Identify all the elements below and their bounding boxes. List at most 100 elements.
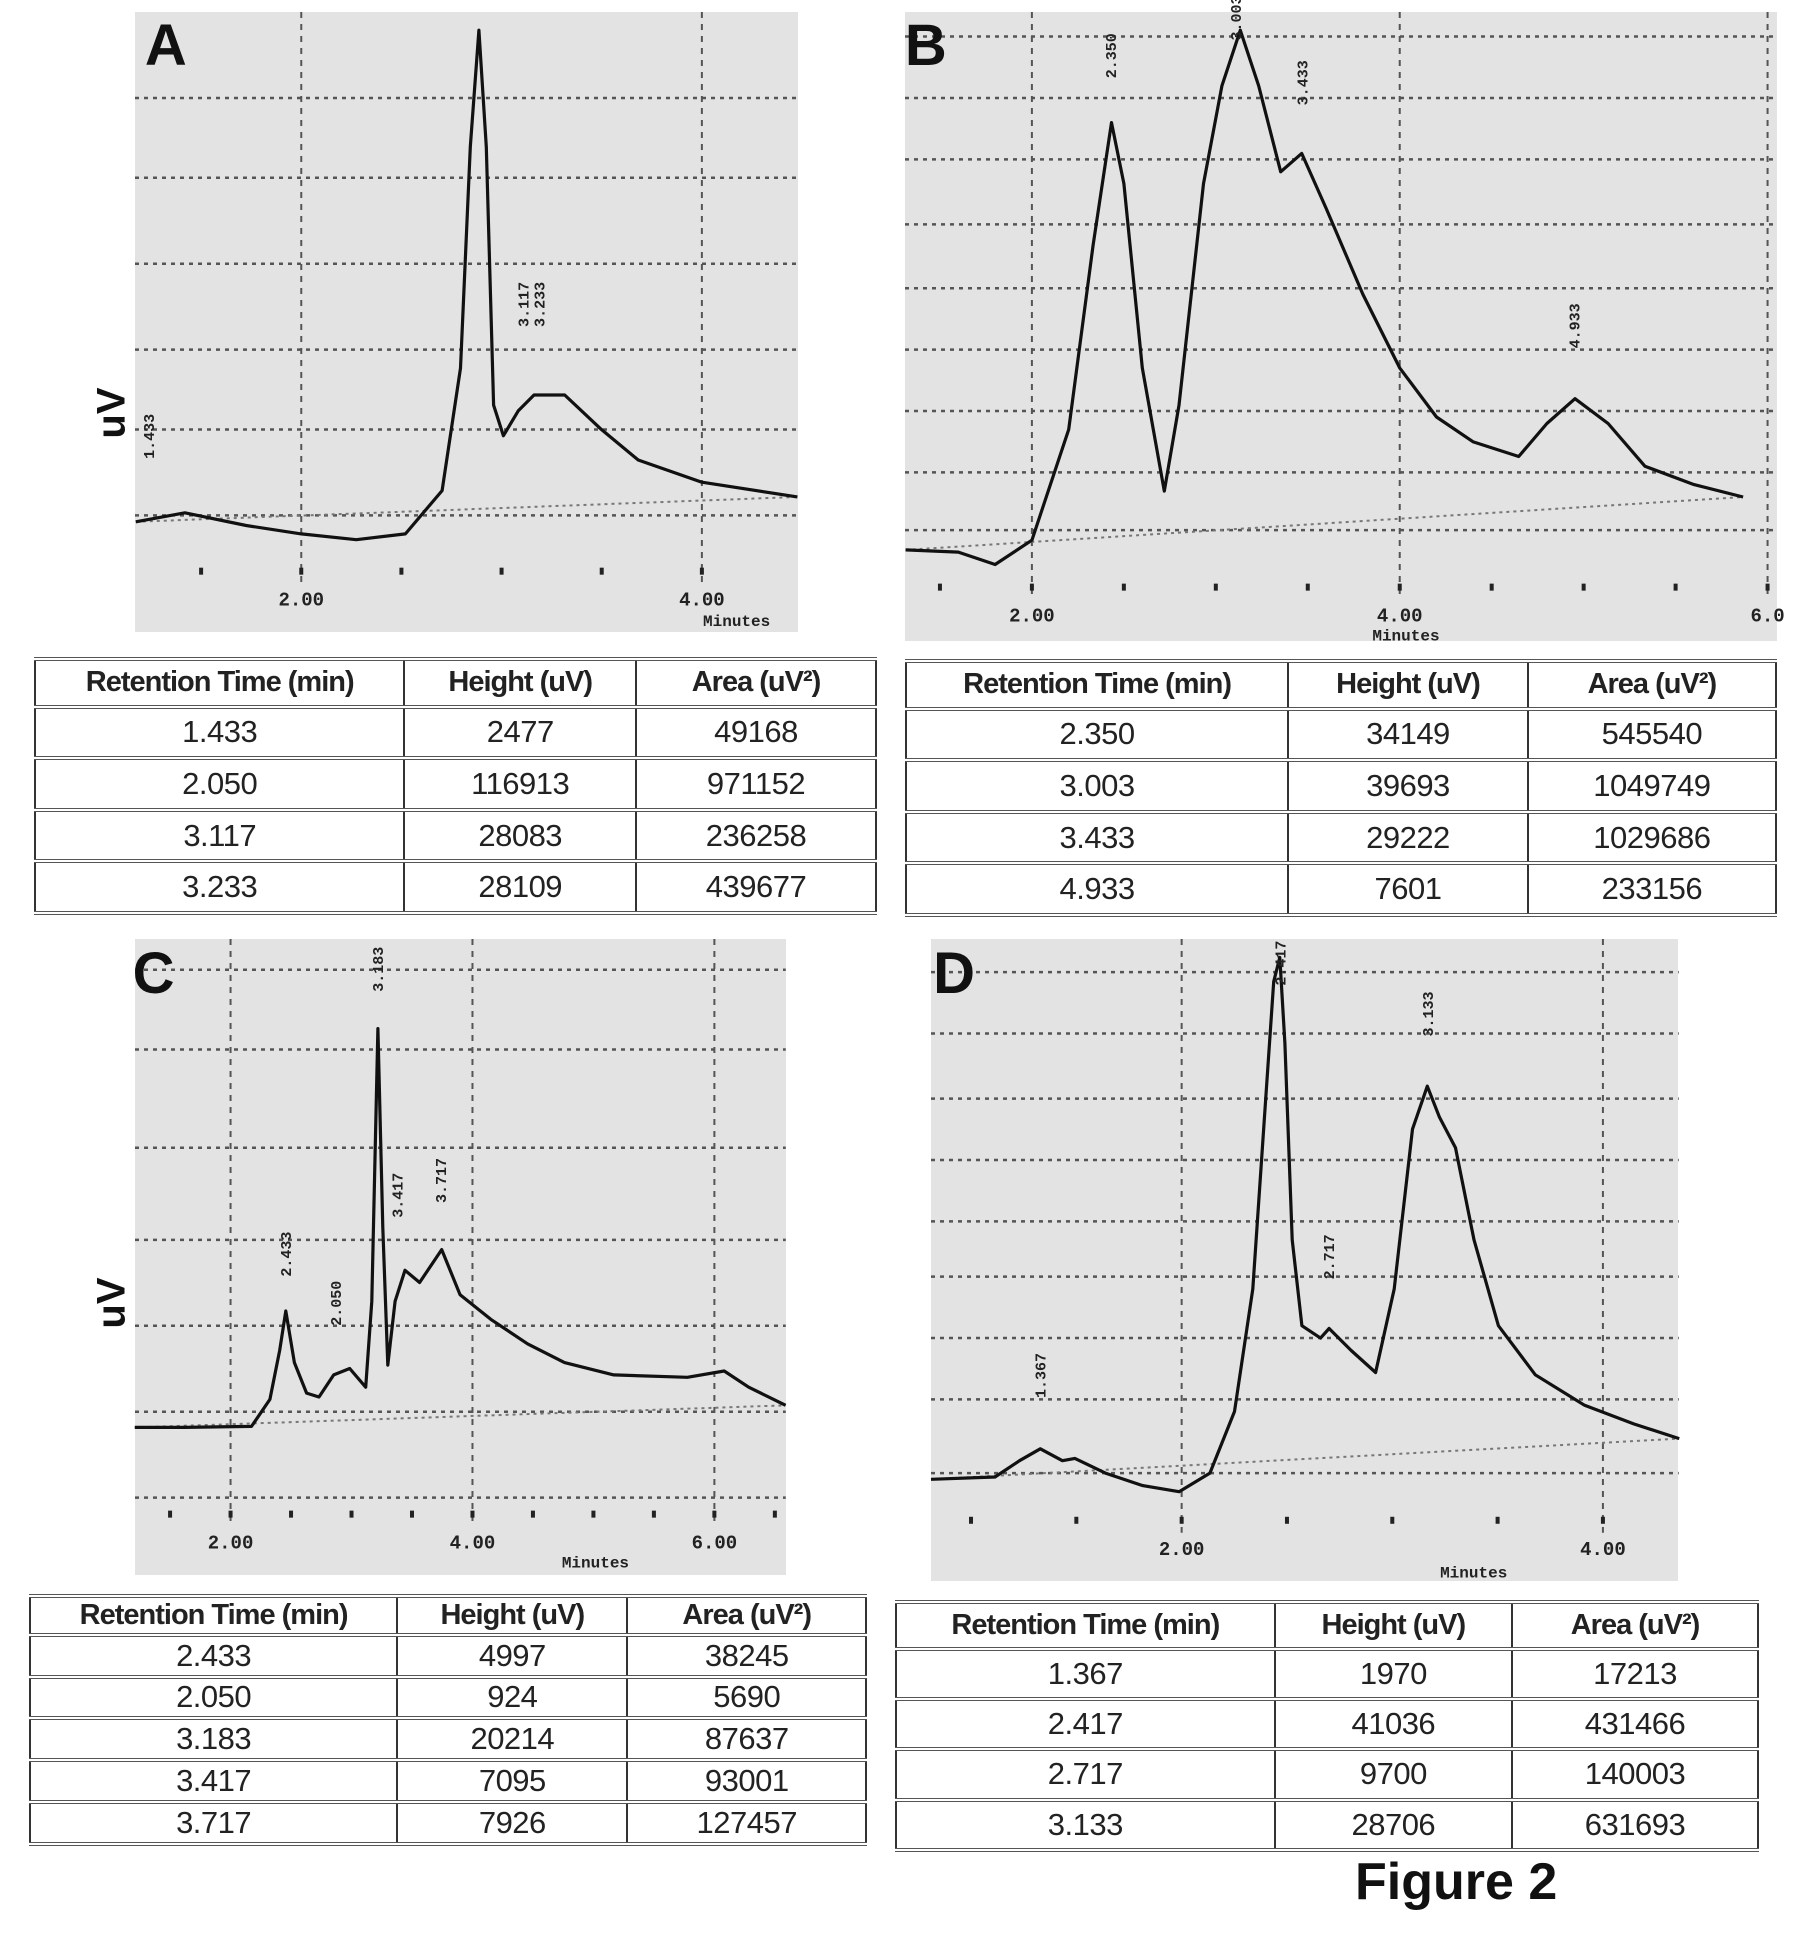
table-cell: 1.433 [33,706,406,759]
x-tick-label: 4.00 [450,1533,496,1555]
chromatogram-panel-a: 1.433 3.117 3.233 2.00 4.00 Minutes [135,12,799,633]
table-row: 3.133 28706 631693 [895,1799,1759,1850]
peak-table-d: Retention Time (min) Height (uV) Area (uV²… [895,1600,1759,1852]
minor-tick [1179,1517,1184,1525]
table-cell: 236258 [635,809,877,862]
column-header: Height (uV) [396,1596,629,1635]
panel-letter: A [144,13,187,79]
column-header: Height (uV) [1287,661,1529,709]
peak-label: 1.367 [1033,1353,1050,1398]
peak-label: 2.433 [279,1232,296,1277]
peak-label: 2.050 [329,1281,346,1326]
table-header-row: Retention Time (min) Height (uV) Area (uV²… [904,661,1778,709]
x-tick-label: 2.00 [208,1533,254,1555]
minor-tick [530,1510,535,1518]
panel-letter: B [904,13,947,79]
table-cell: 3.717 [28,1802,399,1844]
table-row: 3.417 7095 93001 [28,1760,867,1803]
table-cell: 28706 [1273,1799,1514,1850]
table-cell: 28083 [403,809,638,862]
peak-label: 3.117 [517,282,534,327]
peak-label: 2.717 [1322,1235,1339,1280]
minor-tick [968,1517,973,1525]
peak-label: 3.717 [434,1158,451,1203]
table-cell: 439677 [635,861,877,913]
minor-tick [1495,1517,1500,1525]
minor-tick [1284,1517,1289,1525]
table-cell: 1970 [1273,1648,1514,1699]
minor-tick [1673,583,1678,591]
table-cell: 3.417 [28,1760,399,1803]
minor-tick [1581,583,1586,591]
table-cell: 1049749 [1526,760,1778,812]
chromatogram-svg: 2.433 2.050 3.183 3.417 3.717 2.00 4.00 6.00 Min… [134,939,787,1573]
x-tick-label: 2.00 [279,590,325,612]
table-cell: 2.417 [895,1698,1276,1750]
table-cell: 7095 [396,1760,629,1803]
integration-baseline [930,1437,1679,1481]
table-cell: 116913 [403,758,638,810]
table-cell: 3.433 [904,811,1290,864]
minor-tick [228,1510,233,1518]
table-row: 3.117 28083 236258 [33,809,877,862]
column-header: Area (uV²) [1526,661,1778,709]
x-tick-label: 4.00 [1377,606,1423,628]
minor-tick [712,1510,717,1518]
x-axis-label: Minutes [562,1555,629,1573]
table-cell: 2.717 [895,1749,1276,1800]
column-header: Retention Time (min) [33,659,406,707]
minor-tick [199,567,204,575]
chromatogram-trace [930,956,1680,1494]
table-row: 1.433 2477 49168 [33,706,877,759]
table-cell: 3.233 [33,861,406,913]
peak-label: 3.417 [391,1173,408,1218]
table-cell: 7601 [1287,863,1529,915]
chromatogram-trace [134,1027,787,1430]
table-cell: 28109 [403,861,638,913]
table-row: 3.233 28109 439677 [33,861,877,913]
peak-label: 3.233 [533,282,550,327]
table-cell: 4.933 [904,863,1290,915]
minor-tick [1389,1517,1394,1525]
table-cell: 2.350 [904,708,1290,761]
table-cell: 41036 [1273,1698,1514,1750]
table-row: 2.350 34149 545540 [904,708,1778,761]
table-cell: 34149 [1287,708,1529,761]
column-header: Retention Time (min) [895,1602,1276,1649]
table-cell: 431466 [1511,1698,1759,1750]
minor-tick [299,567,304,575]
x-tick-label: 4.00 [1580,1539,1626,1561]
table-cell: 93001 [626,1760,867,1803]
minor-tick [599,567,604,575]
x-axis-label: Minutes [703,613,770,631]
minor-tick [470,1510,475,1518]
peak-label: 4.933 [1567,304,1584,349]
x-axis-label: Minutes [1372,628,1439,646]
peak-label: 3.003 [1229,0,1246,41]
x-tick-label: 4.00 [679,590,725,612]
minor-tick [168,1510,173,1518]
table-cell: 2.050 [28,1676,399,1719]
column-header: Area (uV²) [635,659,877,707]
table-cell: 4997 [396,1634,629,1677]
integration-baseline [135,496,798,524]
minor-tick [289,1510,294,1518]
chromatogram-trace [905,28,1744,567]
x-tick-label: 2.00 [1159,1539,1205,1561]
y-axis-label: uV [89,1277,134,1329]
column-header: Retention Time (min) [28,1596,399,1635]
minor-tick [1121,583,1126,591]
minor-tick [1489,583,1494,591]
minor-tick [591,1510,596,1518]
table-cell: 1029686 [1526,811,1778,864]
minor-tick [1765,583,1770,591]
minor-tick [1213,583,1218,591]
figure-title: Figure 2 [1355,1853,1558,1911]
table-row: 2.050 116913 971152 [33,758,877,810]
table-cell: 2477 [403,706,638,759]
table-cell: 20214 [396,1718,629,1761]
peak-table-b: Retention Time (min) Height (uV) Area (uV²… [904,659,1778,917]
minor-tick [1074,1517,1079,1525]
table-cell: 1.367 [895,1648,1276,1699]
